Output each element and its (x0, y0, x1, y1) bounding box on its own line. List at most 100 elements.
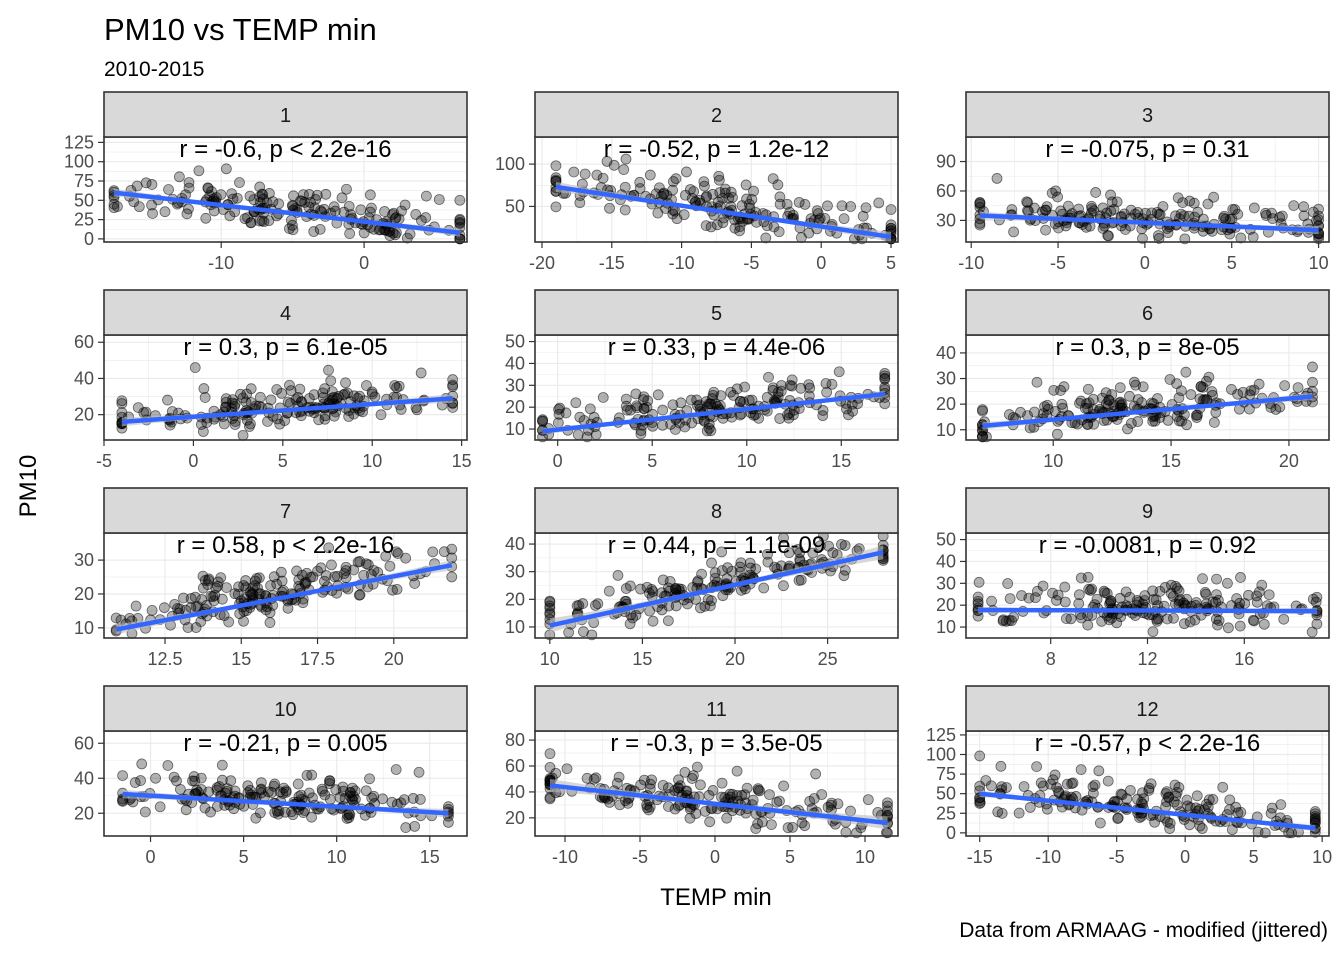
data-point (387, 584, 398, 596)
data-point (254, 807, 266, 819)
data-point (740, 179, 752, 191)
data-point (572, 429, 584, 440)
data-point (544, 791, 556, 803)
data-point (221, 783, 233, 794)
y-tick-label: 50 (505, 332, 525, 352)
data-point (317, 785, 328, 797)
data-point (996, 807, 1008, 819)
y-tick-label: 90 (936, 152, 956, 172)
data-point (1075, 764, 1087, 775)
data-point (667, 399, 679, 411)
data-point (224, 210, 236, 222)
data-point (390, 764, 402, 775)
data-point (695, 779, 706, 791)
data-point (1152, 393, 1163, 404)
data-point (146, 605, 158, 616)
data-point (341, 813, 353, 824)
facet-panel: r = 0.44, p = 1.1e-09 8 10 15 20 25 10 20 30 40 (505, 487, 899, 669)
data-point (1037, 580, 1049, 592)
data-point (1248, 202, 1260, 214)
data-point (681, 166, 692, 178)
data-point (694, 194, 706, 206)
data-point (344, 787, 356, 799)
data-point (799, 820, 811, 832)
data-point (1235, 232, 1247, 244)
data-point (1114, 382, 1126, 394)
data-point (1306, 626, 1318, 638)
data-point (1021, 196, 1033, 208)
data-point (162, 760, 174, 771)
y-tick-label: 50 (505, 196, 525, 216)
y-tick-label: 40 (74, 768, 94, 788)
data-point (581, 772, 593, 784)
data-point (199, 392, 211, 403)
data-point (1085, 584, 1096, 596)
data-point (1191, 790, 1203, 802)
data-point (584, 403, 596, 415)
data-point (673, 774, 684, 786)
data-point (454, 214, 466, 226)
data-point (343, 411, 355, 422)
data-point (1083, 397, 1095, 409)
data-point (1147, 585, 1159, 597)
data-point (253, 588, 265, 600)
data-point (320, 570, 332, 581)
data-point (1292, 382, 1304, 394)
y-tick-label: 10 (74, 618, 94, 638)
data-point (183, 182, 195, 194)
data-point (985, 780, 997, 792)
data-point (1217, 781, 1229, 793)
y-tick-label: 20 (505, 808, 525, 828)
y-tick-label: 50 (936, 530, 956, 550)
facet-strip-label: 12 (1136, 699, 1158, 721)
data-point (1132, 206, 1144, 218)
data-point (712, 196, 724, 208)
regression-line (978, 607, 1317, 614)
correlation-annotation: r = 0.58, p < 2.2e-16 (177, 532, 395, 559)
data-point (279, 806, 291, 818)
data-point (838, 213, 850, 225)
data-point (1194, 820, 1206, 832)
y-tick-label: 40 (505, 782, 525, 802)
x-tick-label: 5 (239, 847, 249, 867)
y-tick-label: 10 (936, 420, 956, 440)
data-point (821, 386, 833, 398)
data-point (249, 580, 261, 592)
data-point (1073, 598, 1085, 609)
y-tick-label: 10 (505, 419, 525, 439)
data-point (1211, 589, 1222, 601)
data-point (793, 575, 805, 586)
data-point (568, 166, 580, 178)
data-point (1049, 769, 1061, 781)
data-point (604, 202, 615, 214)
y-tick-label: 50 (936, 784, 956, 804)
facet-panel: r = 0.3, p = 6.1e-05 4 -5 0 5 10 15 20 40 60 (74, 289, 472, 471)
facet-panel: r = -0.075, p = 0.31 3 -10 -5 0 5 10 30 60 90 (936, 91, 1330, 273)
data-point (360, 558, 372, 570)
data-point (752, 783, 764, 794)
data-point (631, 400, 643, 412)
data-point (745, 562, 756, 574)
data-point (233, 581, 245, 593)
y-tick-label: 0 (946, 823, 956, 843)
data-point (320, 188, 332, 200)
data-point (778, 580, 789, 592)
data-point (355, 204, 367, 216)
data-point (265, 394, 277, 406)
data-point (804, 382, 816, 394)
data-point (1253, 378, 1265, 390)
data-point (670, 173, 682, 185)
data-point (612, 569, 624, 581)
y-tick-label: 75 (74, 171, 94, 191)
data-point (657, 779, 669, 791)
data-point (131, 180, 143, 192)
regression-line (542, 391, 886, 434)
data-point (731, 765, 743, 777)
data-point (1065, 613, 1077, 625)
data-point (303, 787, 315, 799)
data-point (1083, 583, 1095, 595)
correlation-annotation: r = 0.44, p = 1.1e-09 (608, 532, 826, 559)
data-point (232, 588, 244, 600)
